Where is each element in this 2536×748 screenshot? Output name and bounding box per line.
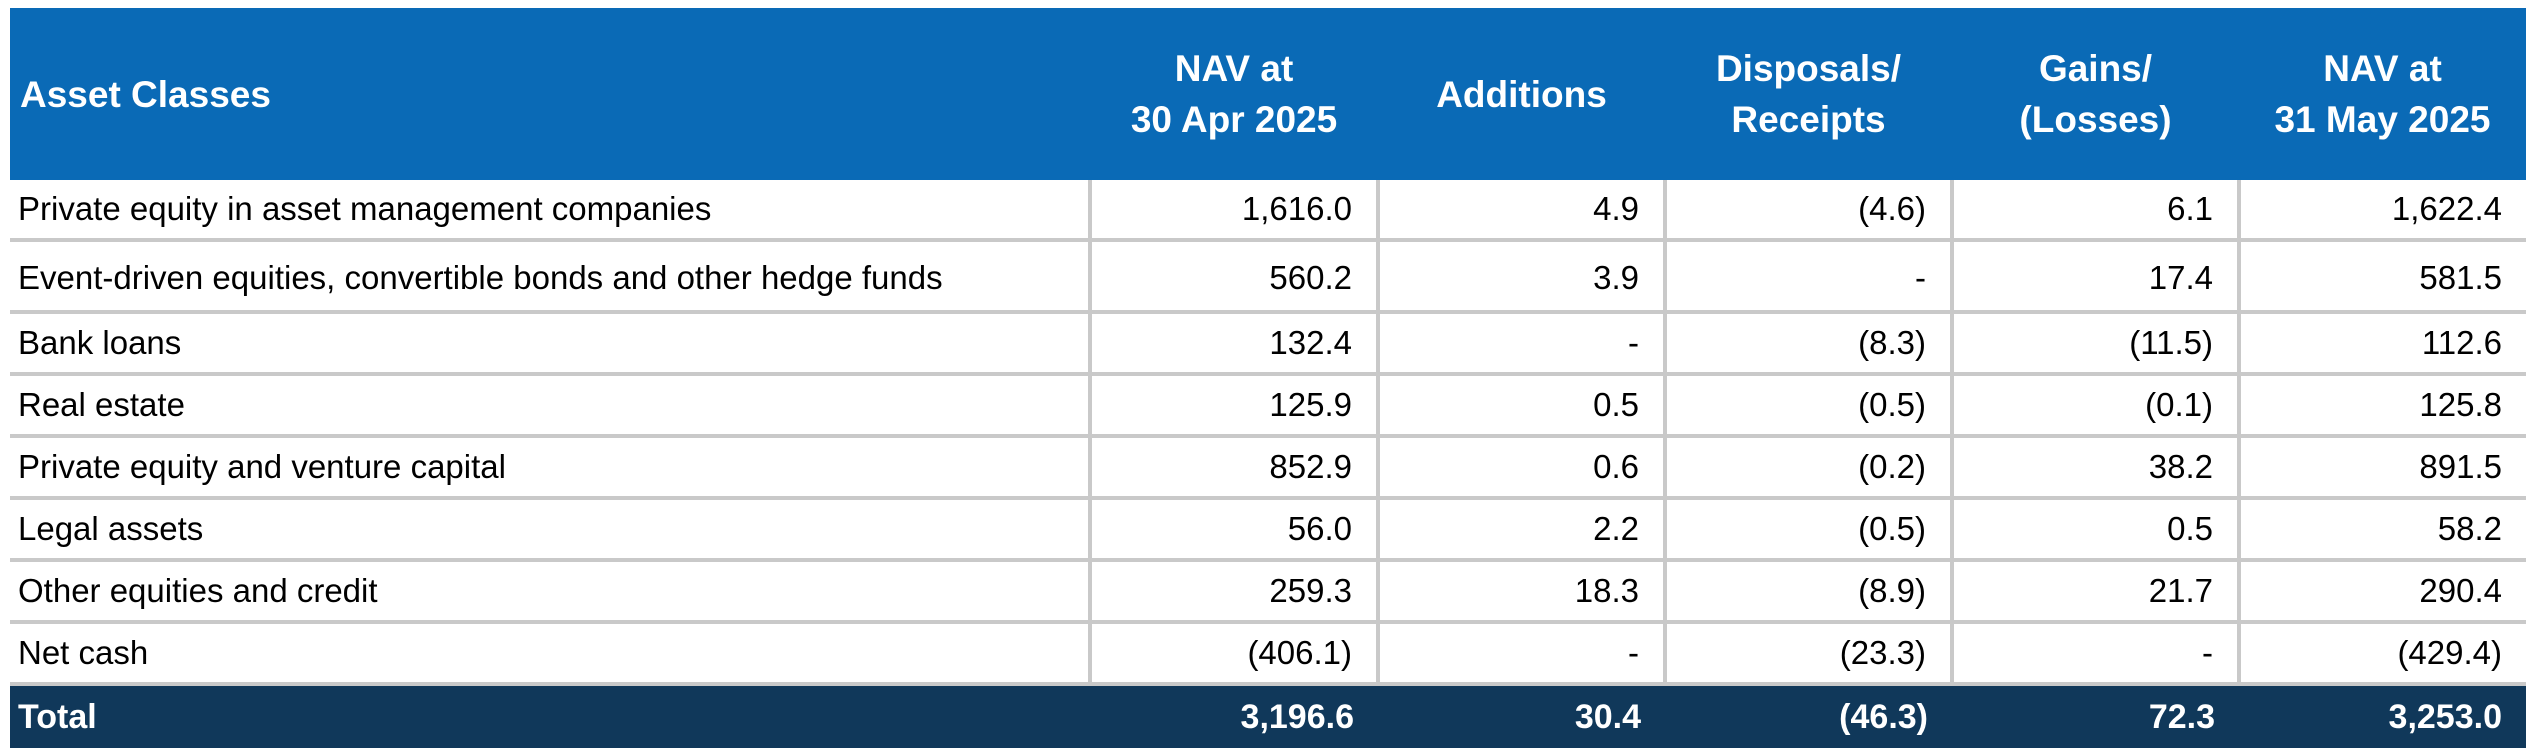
cell-asset-class: Bank loans — [10, 312, 1090, 376]
cell-asset-class: Private equity in asset management compa… — [10, 180, 1090, 242]
header-disposals: Disposals/ Receipts — [1665, 8, 1952, 180]
cell-disposals: (4.6) — [1663, 180, 1952, 242]
cell-nav-end: 581.5 — [2237, 240, 2526, 314]
cell-additions: - — [1376, 622, 1665, 686]
header-nav-end-line1: NAV at — [2323, 48, 2442, 89]
table-row: Net cash (406.1) - (23.3) - (429.4) — [10, 622, 2526, 686]
total-additions: 30.4 — [1378, 684, 1665, 748]
cell-gains: 17.4 — [1950, 240, 2239, 314]
header-disposals-line2: Receipts — [1731, 99, 1886, 140]
header-gains: Gains/ (Losses) — [1952, 8, 2239, 180]
cell-nav-start: 560.2 — [1088, 240, 1378, 314]
cell-gains: 21.7 — [1950, 560, 2239, 624]
cell-additions: - — [1376, 312, 1665, 376]
cell-nav-end: 1,622.4 — [2237, 180, 2526, 242]
nav-table: Asset Classes NAV at 30 Apr 2025 Additio… — [10, 8, 2526, 748]
cell-gains: (11.5) — [1950, 312, 2239, 376]
cell-nav-start: 125.9 — [1088, 374, 1378, 438]
header-asset-classes: Asset Classes — [10, 8, 1090, 180]
header-gains-line1: Gains/ — [2038, 48, 2153, 89]
table-row: Bank loans 132.4 - (8.3) (11.5) 112.6 — [10, 312, 2526, 376]
cell-gains: (0.1) — [1950, 374, 2239, 438]
cell-nav-end: 290.4 — [2237, 560, 2526, 624]
header-nav-start: NAV at 30 Apr 2025 — [1090, 8, 1378, 180]
cell-additions: 0.6 — [1376, 436, 1665, 500]
cell-nav-start: 852.9 — [1088, 436, 1378, 500]
header-disposals-line1: Disposals/ — [1715, 48, 1902, 89]
cell-gains: 6.1 — [1950, 180, 2239, 242]
total-row: Total 3,196.6 30.4 (46.3) 72.3 3,253.0 — [10, 684, 2526, 748]
cell-additions: 0.5 — [1376, 374, 1665, 438]
cell-additions: 18.3 — [1376, 560, 1665, 624]
total-disposals: (46.3) — [1665, 684, 1952, 748]
total-label: Total — [10, 684, 1090, 748]
table-footer: Total 3,196.6 30.4 (46.3) 72.3 3,253.0 — [10, 684, 2526, 748]
header-additions: Additions — [1378, 8, 1665, 180]
header-gains-line2: (Losses) — [2019, 99, 2172, 140]
header-nav-end-line2: 31 May 2025 — [2274, 99, 2491, 140]
cell-disposals: (8.3) — [1663, 312, 1952, 376]
cell-asset-class: Private equity and venture capital — [10, 436, 1090, 500]
cell-disposals: (0.5) — [1663, 498, 1952, 562]
total-nav-end: 3,253.0 — [2239, 684, 2526, 748]
cell-gains: - — [1950, 622, 2239, 686]
header-nav-end: NAV at 31 May 2025 — [2239, 8, 2526, 180]
cell-nav-end: 112.6 — [2237, 312, 2526, 376]
cell-nav-end: 891.5 — [2237, 436, 2526, 500]
table-header: Asset Classes NAV at 30 Apr 2025 Additio… — [10, 8, 2526, 180]
cell-nav-end: 58.2 — [2237, 498, 2526, 562]
cell-nav-start: (406.1) — [1088, 622, 1378, 686]
cell-nav-end: 125.8 — [2237, 374, 2526, 438]
cell-nav-start: 259.3 — [1088, 560, 1378, 624]
cell-nav-start: 56.0 — [1088, 498, 1378, 562]
cell-additions: 4.9 — [1376, 180, 1665, 242]
table-body: Private equity in asset management compa… — [10, 180, 2526, 686]
cell-disposals: (0.2) — [1663, 436, 1952, 500]
cell-disposals: (8.9) — [1663, 560, 1952, 624]
table-row: Other equities and credit 259.3 18.3 (8.… — [10, 560, 2526, 624]
cell-nav-start: 1,616.0 — [1088, 180, 1378, 242]
total-nav-start: 3,196.6 — [1090, 684, 1378, 748]
total-gains: 72.3 — [1952, 684, 2239, 748]
cell-disposals: (0.5) — [1663, 374, 1952, 438]
cell-nav-end: (429.4) — [2237, 622, 2526, 686]
cell-gains: 38.2 — [1950, 436, 2239, 500]
header-row: Asset Classes NAV at 30 Apr 2025 Additio… — [10, 8, 2526, 180]
cell-disposals: (23.3) — [1663, 622, 1952, 686]
cell-gains: 0.5 — [1950, 498, 2239, 562]
cell-additions: 2.2 — [1376, 498, 1665, 562]
cell-asset-class: Legal assets — [10, 498, 1090, 562]
cell-asset-class: Other equities and credit — [10, 560, 1090, 624]
table-row: Legal assets 56.0 2.2 (0.5) 0.5 58.2 — [10, 498, 2526, 562]
cell-nav-start: 132.4 — [1088, 312, 1378, 376]
cell-asset-class: Net cash — [10, 622, 1090, 686]
header-nav-start-line2: 30 Apr 2025 — [1130, 99, 1338, 140]
table-row: Event-driven equities, convertible bonds… — [10, 240, 2526, 314]
table-row: Real estate 125.9 0.5 (0.5) (0.1) 125.8 — [10, 374, 2526, 438]
nav-table-container: Asset Classes NAV at 30 Apr 2025 Additio… — [10, 8, 2526, 748]
table-row: Private equity and venture capital 852.9… — [10, 436, 2526, 500]
table-row: Private equity in asset management compa… — [10, 180, 2526, 242]
cell-asset-class: Real estate — [10, 374, 1090, 438]
header-nav-start-line1: NAV at — [1174, 48, 1294, 89]
cell-additions: 3.9 — [1376, 240, 1665, 314]
cell-disposals: - — [1663, 240, 1952, 314]
cell-asset-class: Event-driven equities, convertible bonds… — [10, 240, 1090, 314]
